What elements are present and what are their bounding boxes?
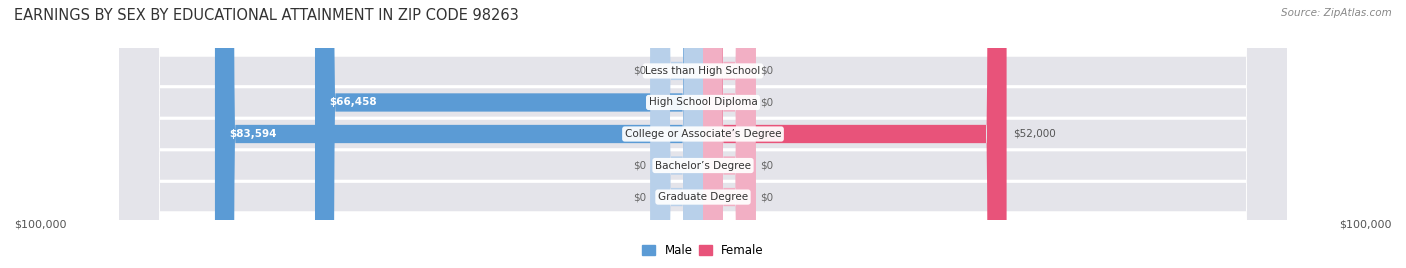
FancyBboxPatch shape [703, 0, 755, 268]
FancyBboxPatch shape [651, 0, 703, 268]
Text: $0: $0 [761, 192, 773, 202]
Text: High School Diploma: High School Diploma [648, 98, 758, 107]
FancyBboxPatch shape [120, 0, 1286, 268]
FancyBboxPatch shape [651, 0, 703, 268]
FancyBboxPatch shape [703, 0, 1007, 268]
Text: $0: $0 [633, 192, 645, 202]
FancyBboxPatch shape [703, 0, 755, 268]
FancyBboxPatch shape [215, 0, 703, 268]
Text: $0: $0 [761, 98, 773, 107]
Text: Bachelor’s Degree: Bachelor’s Degree [655, 161, 751, 170]
FancyBboxPatch shape [120, 0, 1286, 268]
Text: $0: $0 [761, 66, 773, 76]
FancyBboxPatch shape [315, 0, 703, 268]
Text: Less than High School: Less than High School [645, 66, 761, 76]
Text: $52,000: $52,000 [1014, 129, 1056, 139]
FancyBboxPatch shape [703, 0, 755, 268]
FancyBboxPatch shape [703, 0, 755, 268]
FancyBboxPatch shape [120, 0, 1286, 268]
Text: $0: $0 [633, 66, 645, 76]
Text: EARNINGS BY SEX BY EDUCATIONAL ATTAINMENT IN ZIP CODE 98263: EARNINGS BY SEX BY EDUCATIONAL ATTAINMEN… [14, 8, 519, 23]
Text: $0: $0 [633, 161, 645, 170]
FancyBboxPatch shape [651, 0, 703, 268]
Legend: Male, Female: Male, Female [637, 239, 769, 262]
Text: Graduate Degree: Graduate Degree [658, 192, 748, 202]
Text: Source: ZipAtlas.com: Source: ZipAtlas.com [1281, 8, 1392, 18]
FancyBboxPatch shape [120, 0, 1286, 268]
Text: $83,594: $83,594 [229, 129, 277, 139]
Text: $100,000: $100,000 [1340, 220, 1392, 230]
Text: $100,000: $100,000 [14, 220, 66, 230]
Text: College or Associate’s Degree: College or Associate’s Degree [624, 129, 782, 139]
Text: $66,458: $66,458 [329, 98, 377, 107]
FancyBboxPatch shape [120, 0, 1286, 268]
Text: $0: $0 [761, 161, 773, 170]
